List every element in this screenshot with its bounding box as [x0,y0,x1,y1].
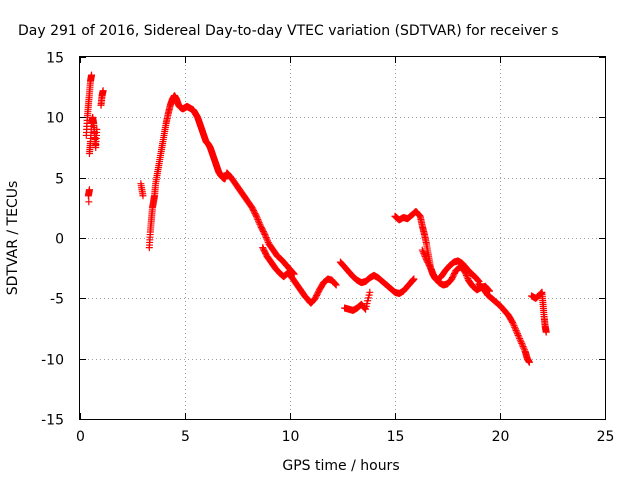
data-point [516,336,524,344]
data-point [518,339,526,347]
data-point [511,323,519,331]
data-point [422,254,430,262]
grid-lines [80,57,605,419]
data-point [421,253,429,261]
data-point [419,248,427,256]
data-point [513,328,521,336]
x-tick-label: 20 [492,429,510,445]
plot-frame [79,56,606,420]
data-point [512,327,520,335]
x-tick-label: 0 [76,429,85,445]
data-point [260,229,268,237]
data-point [263,235,271,243]
chart-title: Day 291 of 2016, Sidereal Day-to-day VTE… [18,23,559,39]
data-point [261,230,269,238]
y-tick-label: -15 [41,413,64,429]
y-tick-label: -10 [41,353,64,369]
data-point [516,335,524,343]
data-point [430,271,437,279]
data-point [426,263,434,271]
data-point [264,237,272,245]
data-point [519,343,527,351]
data-point [252,211,260,219]
data-point [93,125,101,133]
data-point [474,276,482,284]
data-point [262,234,270,242]
data-point [366,288,374,296]
data-point [253,214,261,222]
data-point [332,280,339,288]
data-point [427,264,435,272]
y-tick-label: 5 [55,172,64,188]
y-tick-label: 0 [55,232,64,248]
data-point [428,267,436,275]
data-point [462,270,470,278]
data-point [474,277,482,285]
x-tick-label: 25 [597,429,615,445]
data-point [254,215,262,223]
data-point [255,219,263,227]
data-point [88,71,96,79]
data-point [514,330,521,338]
data-point [429,269,437,277]
y-tick-label: 10 [46,111,64,127]
data-points [82,71,550,366]
x-tick-label: 5 [181,429,190,445]
data-point [420,251,428,259]
data-point [262,232,269,240]
data-point [509,320,517,328]
data-point [410,275,418,283]
data-point [517,338,525,346]
data-point [85,186,93,194]
data-point [515,333,523,341]
data-point [525,358,533,366]
data-point [85,198,93,206]
data-point [461,268,469,276]
data-point [256,220,264,228]
data-point [420,249,428,257]
data-point [99,87,107,95]
data-point [542,328,550,336]
data-point [418,246,426,254]
x-axis-label: GPS time / hours [282,458,399,474]
data-point [331,279,339,287]
axis-ticks: 0 5 10 15 20 25 -15 -10 -5 0 5 10 15 [41,51,614,446]
y-axis-label: SDTVAR / TECUs [5,181,21,296]
data-point [427,266,435,274]
data-point [511,325,519,333]
data-point [252,212,260,220]
x-tick-label: 15 [387,429,405,445]
data-point [462,271,470,279]
data-point [509,318,517,326]
data-point [332,281,340,289]
data-point [510,322,518,330]
data-point [139,192,147,200]
data-point [460,267,468,275]
data-point [463,273,471,281]
data-point [514,331,522,339]
x-tick-label: 10 [282,429,300,445]
data-point [520,344,528,352]
data-point [518,341,526,349]
y-tick-label: 15 [46,51,64,67]
y-tick-label: -5 [50,292,64,308]
data-point [255,217,262,225]
